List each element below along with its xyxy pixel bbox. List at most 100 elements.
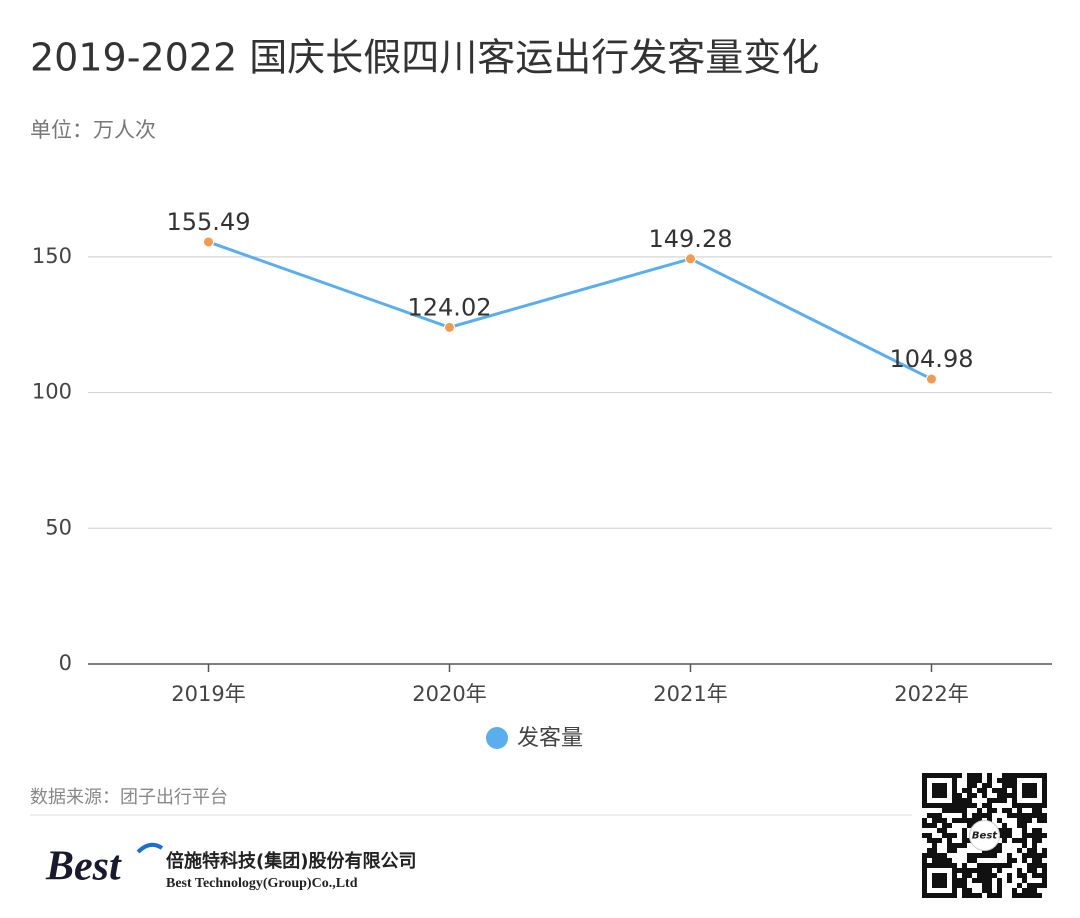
- qr-cell: [987, 853, 992, 858]
- qr-cell: [1027, 868, 1032, 873]
- qr-cell: [1017, 813, 1022, 818]
- qr-cell: [967, 798, 972, 803]
- qr-cell: [982, 883, 987, 888]
- qr-cell: [972, 793, 977, 798]
- qr-cell: [987, 878, 992, 883]
- qr-cell: [977, 808, 982, 813]
- qr-cell: [977, 853, 982, 858]
- qr-code: Best: [922, 773, 1047, 898]
- qr-cell: [1042, 833, 1047, 838]
- qr-cell: [1042, 853, 1047, 858]
- qr-cell: [1042, 878, 1047, 883]
- qr-cell: [977, 788, 982, 793]
- qr-cell: [952, 848, 957, 853]
- qr-cell: [982, 873, 987, 878]
- qr-cell: [932, 858, 937, 863]
- qr-cell: [937, 813, 942, 818]
- qr-cell: [1037, 873, 1042, 878]
- qr-cell: [977, 878, 982, 883]
- qr-cell: [1032, 813, 1037, 818]
- qr-finder-core: [932, 873, 947, 888]
- qr-cell: [1007, 858, 1012, 863]
- qr-cell: [937, 838, 942, 843]
- qr-cell: [1032, 808, 1037, 813]
- qr-cell: [927, 848, 932, 853]
- qr-cell: [957, 798, 962, 803]
- qr-cell: [992, 788, 997, 793]
- qr-cell: [972, 773, 977, 778]
- qr-cell: [957, 773, 962, 778]
- qr-cell: [1012, 858, 1017, 863]
- qr-cell: [947, 833, 952, 838]
- y-tick-label: 0: [59, 651, 72, 675]
- qr-cell: [1037, 818, 1042, 823]
- qr-finder-core: [932, 783, 947, 798]
- qr-cell: [982, 888, 987, 893]
- qr-cell: [987, 818, 992, 823]
- data-label: 104.98: [890, 345, 974, 373]
- qr-cell: [922, 858, 927, 863]
- x-tick-label: 2019年: [171, 682, 245, 706]
- qr-cell: [992, 808, 997, 813]
- qr-cell: [1027, 893, 1032, 898]
- qr-cell: [1037, 813, 1042, 818]
- qr-cell: [962, 818, 967, 823]
- qr-cell: [1022, 873, 1027, 878]
- qr-cell: [1017, 838, 1022, 843]
- qr-cell: [1027, 848, 1032, 853]
- qr-cell: [977, 773, 982, 778]
- qr-cell: [952, 833, 957, 838]
- qr-cell: [1032, 853, 1037, 858]
- qr-cell: [937, 818, 942, 823]
- qr-cell: [952, 808, 957, 813]
- qr-cell: [1007, 863, 1012, 868]
- qr-cell: [982, 813, 987, 818]
- qr-cell: [932, 838, 937, 843]
- qr-cell: [997, 843, 1002, 848]
- qr-cell: [932, 823, 937, 828]
- qr-cell: [1027, 833, 1032, 838]
- qr-cell: [982, 783, 987, 788]
- qr-cell: [967, 838, 972, 843]
- legend-label: 发客量: [517, 726, 583, 751]
- qr-cell: [1012, 893, 1017, 898]
- qr-cell: [967, 873, 972, 878]
- qr-cell: [962, 803, 967, 808]
- qr-cell: [987, 868, 992, 873]
- point: [926, 373, 937, 385]
- qr-cell: [1017, 823, 1022, 828]
- qr-cell: [972, 858, 977, 863]
- qr-cell: [1002, 783, 1007, 788]
- qr-finder: [1012, 773, 1047, 808]
- qr-cell: [977, 818, 982, 823]
- qr-cell: [982, 878, 987, 883]
- qr-cell: [947, 838, 952, 843]
- qr-cell: [962, 888, 967, 893]
- qr-cell: [992, 863, 997, 868]
- qr-cell: [967, 888, 972, 893]
- qr-cell: [947, 848, 952, 853]
- logo-swoosh: [136, 842, 164, 854]
- qr-cell: [942, 808, 947, 813]
- qr-cell: [987, 808, 992, 813]
- qr-cell: [1022, 853, 1027, 858]
- qr-cell: [972, 853, 977, 858]
- qr-cell: [1042, 868, 1047, 873]
- qr-cell: [1042, 873, 1047, 878]
- qr-cell: [972, 803, 977, 808]
- qr-logo: Best: [972, 831, 998, 842]
- qr-cell: [987, 883, 992, 888]
- x-tick-label: 2021年: [653, 682, 727, 706]
- qr-cell: [982, 853, 987, 858]
- qr-cell: [997, 893, 1002, 898]
- qr-cell: [972, 783, 977, 788]
- qr-cell: [962, 873, 967, 878]
- company-en: Best Technology(Group)Co.,Ltd: [166, 876, 358, 891]
- qr-cell: [992, 893, 997, 898]
- qr-cell: [967, 818, 972, 823]
- qr-cell: [1032, 838, 1037, 843]
- qr-cell: [972, 818, 977, 823]
- qr-cell: [1002, 863, 1007, 868]
- qr-cell: [967, 803, 972, 808]
